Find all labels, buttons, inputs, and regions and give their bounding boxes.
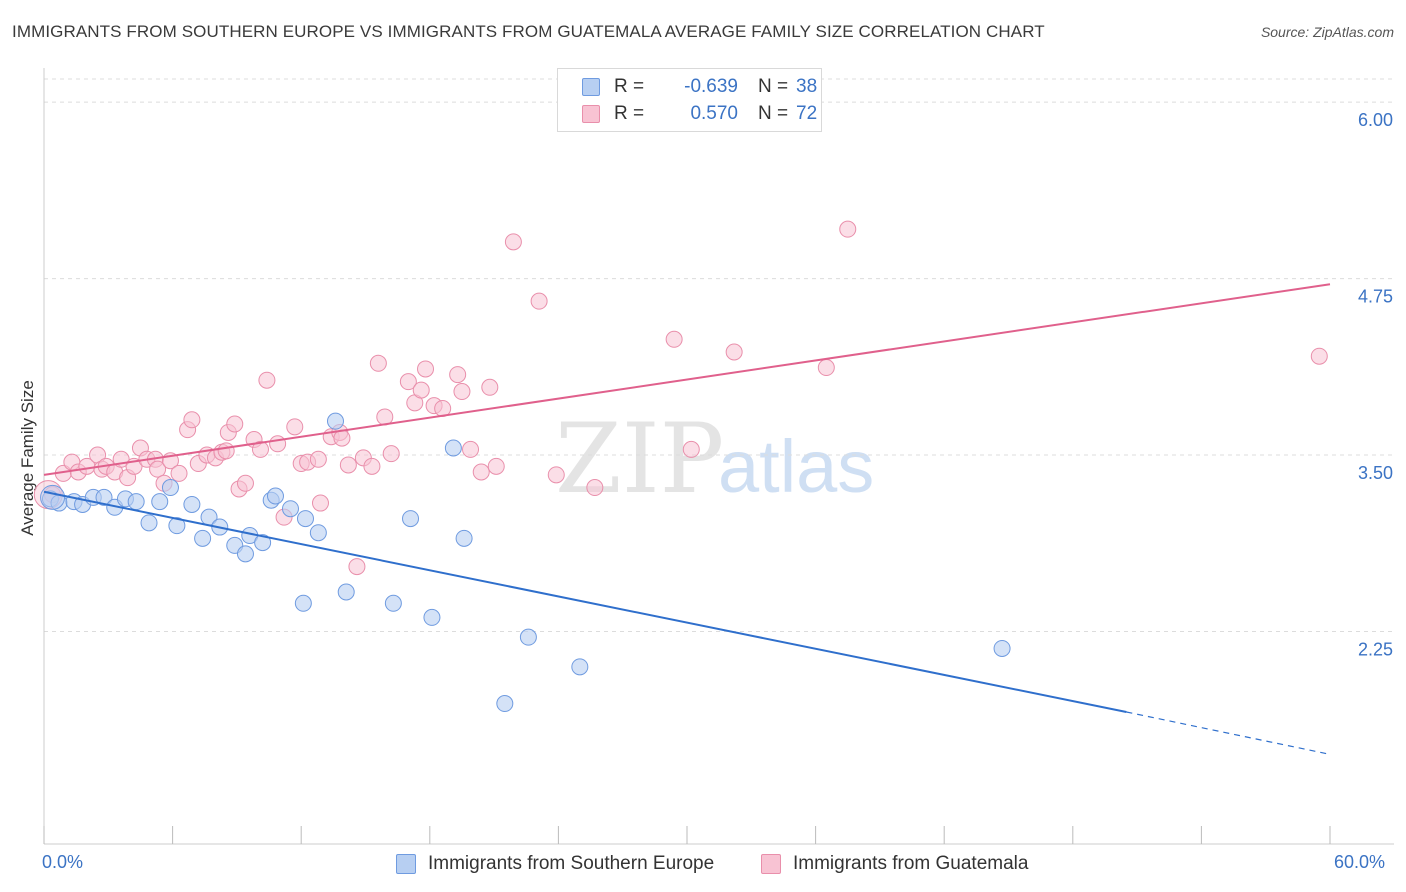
- southern-europe-point: [266, 487, 284, 505]
- southern-europe-point: [95, 488, 113, 506]
- bottom-legend-label: Immigrants from Southern Europe: [428, 853, 715, 874]
- guatemala-point: [453, 383, 471, 401]
- guatemala-point: [382, 445, 400, 463]
- southern-europe-point: [402, 510, 420, 528]
- guatemala-point: [839, 220, 857, 238]
- series-guatemala-points: [33, 220, 1328, 576]
- guatemala-point: [586, 479, 604, 497]
- guatemala-point: [258, 371, 276, 389]
- guatemala-point: [1310, 347, 1328, 365]
- trend-line-southern-europe-extension: [1126, 711, 1331, 755]
- southern-europe-point: [337, 583, 355, 601]
- southern-europe-point: [194, 529, 212, 547]
- guatemala-point: [251, 440, 269, 458]
- legend-n-value: 72: [796, 103, 818, 124]
- guatemala-point: [462, 440, 480, 458]
- southern-europe-point: [151, 493, 169, 511]
- guatemala-point: [269, 435, 287, 453]
- guatemala-point: [547, 466, 565, 484]
- guatemala-point: [817, 359, 835, 377]
- guatemala-point: [665, 330, 683, 348]
- southern-europe-point: [423, 608, 441, 626]
- legend-n-value: 38: [796, 76, 818, 97]
- southern-europe-point: [296, 510, 314, 528]
- guatemala-point: [412, 381, 430, 399]
- southern-europe-point: [309, 524, 327, 542]
- guatemala-point: [311, 494, 329, 512]
- guatemala-point: [481, 378, 499, 396]
- legend-n-label: N =: [758, 76, 789, 97]
- guatemala-point: [472, 463, 490, 481]
- guatemala-point: [530, 292, 548, 310]
- guatemala-point: [339, 456, 357, 474]
- southern-europe-point: [496, 695, 514, 713]
- y-tick-labels: 2.25 3.50 4.75 6.00: [1358, 110, 1393, 659]
- bottom-legend-swatch-blue: [396, 854, 416, 874]
- southern-europe-point: [161, 479, 179, 497]
- y-tick-label: 6.00: [1358, 110, 1393, 130]
- southern-europe-point: [993, 639, 1011, 657]
- southern-europe-point: [236, 545, 254, 563]
- chart-title: IMMIGRANTS FROM SOUTHERN EUROPE VS IMMIG…: [12, 22, 1045, 41]
- southern-europe-point: [140, 514, 158, 532]
- guatemala-point: [449, 366, 467, 384]
- southern-europe-point: [455, 529, 473, 547]
- guatemala-point: [226, 415, 244, 433]
- southern-europe-point: [571, 658, 589, 676]
- legend-r-label: R =: [614, 76, 645, 97]
- southern-europe-point: [519, 628, 537, 646]
- southern-europe-point: [254, 534, 272, 552]
- guatemala-point: [504, 233, 522, 251]
- bottom-legend-label: Immigrants from Guatemala: [793, 853, 1029, 874]
- legend-n-label: N =: [758, 103, 789, 124]
- legend-swatch-pink: [582, 105, 600, 123]
- southern-europe-point: [384, 594, 402, 612]
- guatemala-point: [369, 354, 387, 372]
- watermark-atlas: atlas: [718, 425, 874, 508]
- bottom-legend-swatch-pink: [761, 854, 781, 874]
- trend-lines: [43, 283, 1331, 755]
- guatemala-point: [217, 442, 235, 460]
- guatemala-point: [682, 440, 700, 458]
- chart-source: Source: ZipAtlas.com: [1260, 24, 1394, 40]
- guatemala-point: [236, 474, 254, 492]
- guatemala-point: [149, 460, 167, 478]
- guatemala-point: [348, 558, 366, 576]
- legend-r-value: 0.570: [690, 103, 738, 124]
- trend-line-guatemala: [43, 283, 1331, 476]
- southern-europe-point: [281, 500, 299, 518]
- legend-swatch-blue: [582, 78, 600, 96]
- axes: [43, 68, 1394, 845]
- guatemala-point: [183, 411, 201, 429]
- y-tick-label: 3.50: [1358, 463, 1393, 483]
- guatemala-point: [333, 429, 351, 447]
- southern-europe-point: [294, 594, 312, 612]
- legend-r-label: R =: [614, 103, 645, 124]
- southern-europe-point: [168, 517, 186, 535]
- x-axis-max-label: 60.0%: [1334, 852, 1386, 872]
- guatemala-point: [286, 418, 304, 436]
- guatemala-point: [399, 373, 417, 391]
- correlation-legend: R = -0.639 N = 38 R = 0.570 N = 72: [557, 68, 822, 132]
- guatemala-point: [487, 457, 505, 475]
- guatemala-point: [309, 450, 327, 468]
- legend-r-value: -0.639: [684, 76, 738, 97]
- guatemala-point: [417, 360, 435, 378]
- southern-europe-point: [183, 495, 201, 513]
- guatemala-point: [725, 343, 743, 361]
- x-axis-min-label: 0.0%: [42, 852, 84, 872]
- y-tick-label: 4.75: [1358, 287, 1393, 307]
- guatemala-point: [170, 464, 188, 482]
- southern-europe-point: [326, 412, 344, 430]
- y-tick-label: 2.25: [1358, 640, 1393, 660]
- southern-europe-point-cluster: [40, 484, 66, 510]
- watermark-zip: ZIP: [555, 403, 724, 515]
- southern-europe-point: [127, 493, 145, 511]
- trend-line-southern-europe: [43, 490, 1127, 713]
- southern-europe-point: [444, 439, 462, 457]
- guatemala-point: [363, 457, 381, 475]
